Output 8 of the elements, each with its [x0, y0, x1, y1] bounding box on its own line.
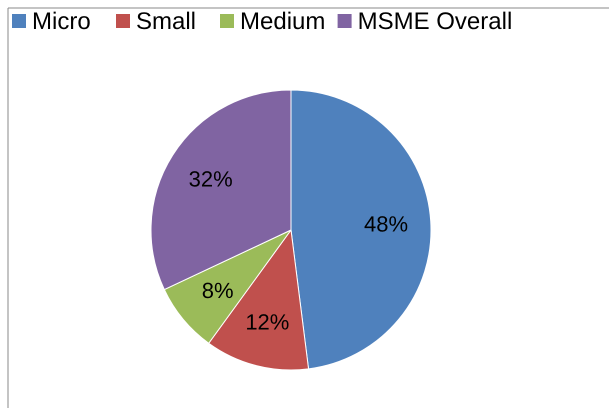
data-label: 12%	[245, 310, 290, 335]
legend-label: Small	[136, 8, 196, 35]
legend-label: Medium	[240, 8, 326, 35]
legend-label: Micro	[32, 8, 91, 35]
data-label: 8%	[202, 278, 234, 304]
data-label: 32%	[188, 166, 233, 192]
legend-label: MSME Overall	[358, 8, 512, 35]
data-label: 48%	[364, 212, 408, 237]
